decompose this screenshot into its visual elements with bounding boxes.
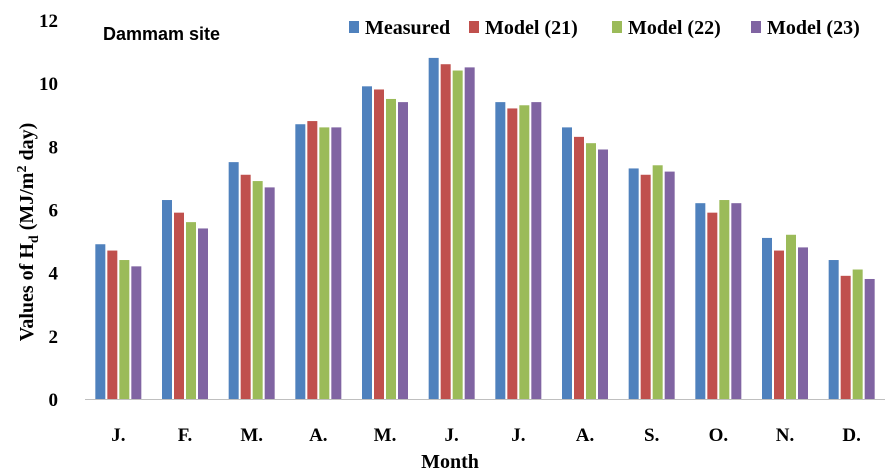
x-tick-label: D.	[842, 425, 860, 446]
bar-measured	[162, 200, 172, 399]
bar-model-22	[652, 165, 663, 399]
bar-model-21	[374, 89, 384, 399]
bar-measured	[562, 127, 572, 399]
legend-label: Model (22)	[628, 17, 721, 39]
legend-swatch	[469, 21, 479, 33]
x-tick-label: M.	[374, 425, 397, 446]
bar-model-22	[586, 143, 596, 399]
legend-label: Model (21)	[485, 17, 578, 39]
bar-measured	[362, 86, 372, 399]
y-tick-label: 0	[49, 390, 59, 411]
legend-swatch	[612, 21, 622, 33]
x-tick-label: A.	[576, 425, 594, 446]
bar-measured	[628, 168, 639, 399]
legend-swatch	[751, 21, 761, 33]
legend-swatch	[349, 21, 359, 33]
bar-model-22	[119, 260, 130, 399]
bar-measured	[95, 244, 106, 399]
legend: Measured Model (21) Model (22) Model (23)	[349, 17, 860, 39]
y-axis-title-units: (MJ/m	[16, 172, 38, 235]
bar-measured	[228, 162, 239, 400]
y-axis-ticks: 0 2 4 6 8 10 12	[39, 11, 59, 411]
x-tick-label: A.	[309, 425, 327, 446]
x-tick-label: O.	[709, 425, 729, 446]
bar-model-21	[174, 212, 184, 399]
bar-measured	[695, 203, 706, 399]
x-tick-label: J.	[511, 425, 525, 446]
bar-measured	[428, 57, 439, 400]
legend-item: Model (22)	[612, 17, 721, 39]
bar-model-23	[664, 171, 675, 399]
y-tick-label: 6	[49, 201, 59, 222]
bar-model-23	[398, 102, 408, 400]
bar-model-22	[452, 70, 463, 399]
bar-measured	[828, 260, 839, 399]
bar-model-21	[774, 250, 784, 399]
x-tick-label: M.	[240, 425, 263, 446]
bar-model-21	[574, 136, 584, 400]
y-tick-label: 2	[49, 327, 59, 348]
x-tick-label: S.	[644, 425, 659, 446]
x-axis-title: Month	[421, 451, 479, 473]
bar-model-23	[598, 149, 608, 399]
legend-item: Model (23)	[751, 17, 860, 39]
x-tick-label: F.	[178, 425, 193, 446]
bar-model-22	[386, 98, 396, 400]
bar-model-21	[640, 174, 651, 399]
bar-model-23	[531, 102, 542, 400]
x-tick-label: J.	[111, 425, 125, 446]
bar-model-23	[264, 187, 275, 399]
x-tick-label: N.	[776, 425, 794, 446]
bar-model-21	[440, 64, 451, 399]
y-tick-label: 10	[39, 74, 58, 95]
bar-model-22	[719, 200, 730, 399]
legend-label: Measured	[365, 17, 450, 39]
x-tick-label: J.	[445, 425, 459, 446]
bar-model-22	[319, 127, 330, 399]
y-tick-label: 8	[49, 137, 59, 158]
bar-model-21	[307, 121, 318, 399]
bar-measured	[762, 237, 772, 399]
bar-model-21	[707, 212, 718, 399]
bar-model-22	[519, 105, 530, 400]
bar-model-23	[331, 127, 342, 399]
bar-measured	[295, 124, 306, 399]
bar-measured	[495, 102, 506, 400]
y-tick-label: 4	[49, 264, 59, 285]
bar-model-22	[252, 181, 263, 399]
bar-model-22	[852, 269, 863, 399]
bar-model-23	[864, 278, 875, 399]
bar-model-21	[107, 250, 118, 399]
site-annotation: Dammam site	[103, 24, 220, 44]
bar-model-21	[240, 174, 251, 399]
y-axis-title-superscript: 2	[15, 166, 30, 173]
bar-model-23	[198, 228, 208, 399]
bar-model-23	[464, 67, 475, 400]
x-axis-tick-labels: J. F. M. A. M. J. J. A. S. O. N. D.	[111, 425, 861, 446]
bars	[95, 57, 875, 400]
legend-label: Model (23)	[767, 17, 860, 39]
y-axis-title: Values of Hd (MJ/m2 day)	[15, 123, 42, 342]
bar-model-23	[731, 203, 742, 399]
legend-item: Measured	[349, 17, 450, 39]
bar-model-22	[786, 234, 796, 399]
bar-model-22	[186, 222, 196, 399]
bar-model-21	[507, 108, 518, 400]
y-tick-label: 12	[39, 11, 58, 32]
y-axis-title-main: Values of H	[16, 243, 38, 342]
y-axis-title-subscript: d	[27, 235, 42, 243]
bar-model-23	[131, 266, 142, 399]
bar-model-23	[798, 247, 808, 399]
y-axis-title-units-end: day)	[16, 123, 38, 166]
legend-item: Model (21)	[469, 17, 578, 39]
bar-model-21	[840, 275, 851, 399]
